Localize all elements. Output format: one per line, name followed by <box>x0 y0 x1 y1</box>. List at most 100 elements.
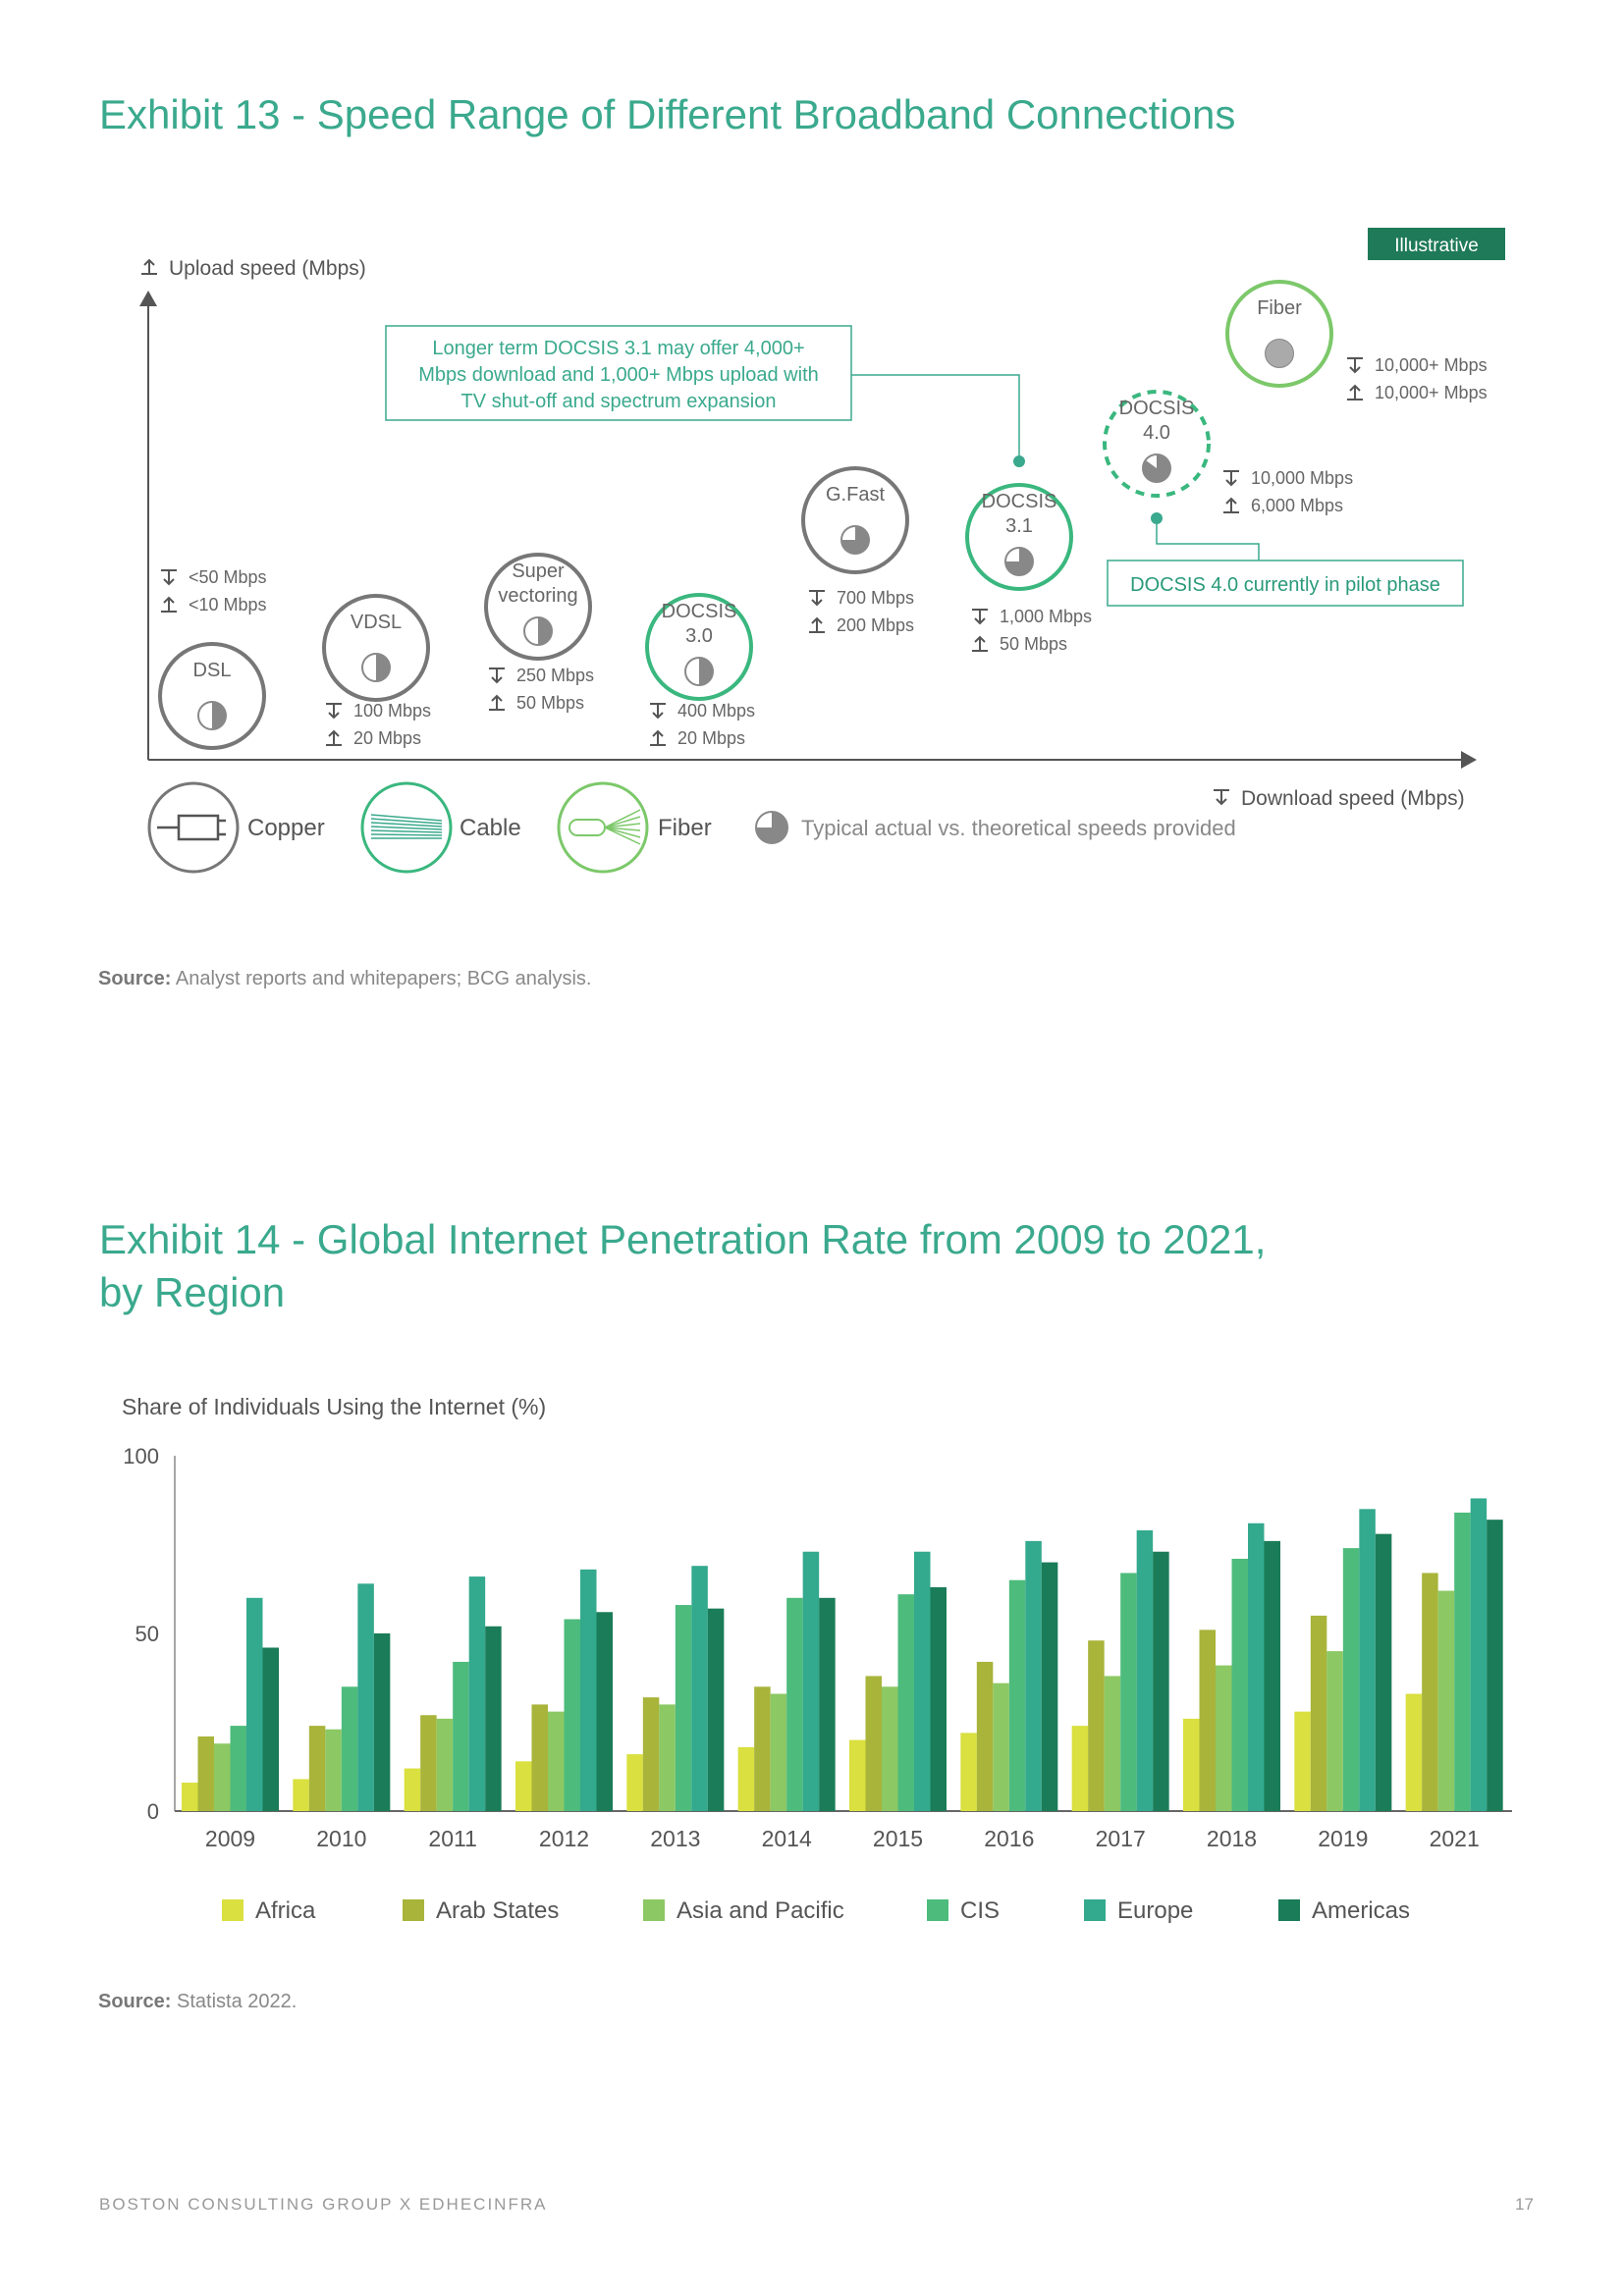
bar-africa-2010 <box>293 1779 309 1811</box>
tech-circle <box>1103 390 1211 498</box>
bar-americas-2010 <box>373 1633 391 1811</box>
x-tick-label: 2009 <box>205 1826 255 1851</box>
upload-icon <box>650 729 666 746</box>
bar-asia-and-pacific-2017 <box>1104 1676 1121 1811</box>
legend-label: Arab States <box>436 1897 559 1924</box>
page-number: 17 <box>1515 2195 1534 2214</box>
bar-asia-and-pacific-2013 <box>659 1704 676 1811</box>
fiber-legend-label: Fiber <box>658 815 712 841</box>
y-tick-label: 50 <box>135 1622 159 1646</box>
tech-name: DOCSIS <box>1119 398 1195 419</box>
upload-speed: 20 Mbps <box>677 728 745 748</box>
download-icon <box>326 703 342 720</box>
exhibit-14-title: Exhibit 14 - Global Internet Penetration… <box>99 1213 1474 1319</box>
footer-brand: BOSTON CONSULTING GROUP X EDHECINFRA <box>99 2195 548 2214</box>
download-speed: 400 Mbps <box>677 701 755 721</box>
bar-asia-and-pacific-2010 <box>325 1729 342 1811</box>
upload-speed: 200 Mbps <box>837 615 914 635</box>
x-tick-label: 2013 <box>650 1826 700 1851</box>
bar-arab-states-2018 <box>1199 1629 1216 1811</box>
tech-circle <box>1225 280 1333 388</box>
upload-icon <box>1347 384 1363 400</box>
tech-name: DSL <box>193 660 232 681</box>
bar-americas-2018 <box>1264 1540 1280 1811</box>
bar-cis-2019 <box>1342 1548 1360 1811</box>
speed-icon-fill <box>538 617 552 645</box>
download-speed: 700 Mbps <box>837 588 914 608</box>
download-icon <box>650 703 666 720</box>
docsis31-callout-dot <box>1013 455 1025 467</box>
upload-icon <box>809 616 825 633</box>
download-speed: 1,000 Mbps <box>1000 607 1092 626</box>
tech-name: 3.1 <box>1005 515 1033 537</box>
tech-circle <box>484 553 592 661</box>
bar-americas-2011 <box>485 1626 502 1811</box>
tech-fiber: Fiber 10,000+ Mbps 10,000+ Mbps <box>1225 280 1488 402</box>
bar-asia-and-pacific-2016 <box>993 1682 1009 1811</box>
speed-icon-fill <box>1005 548 1033 575</box>
x-tick-label: 2015 <box>873 1826 923 1851</box>
docsis40-callout-box <box>1107 560 1464 607</box>
legend-swatch <box>403 1899 424 1921</box>
fiber-strand-icon <box>604 816 641 828</box>
bar-asia-and-pacific-2019 <box>1326 1651 1343 1811</box>
upload-speed: 50 Mbps <box>516 693 584 713</box>
exhibit-14-source: Source: Statista 2022. <box>98 1991 297 2013</box>
bar-africa-2013 <box>626 1754 643 1811</box>
docsis31-callout-box <box>385 325 852 421</box>
source-label: Source: <box>98 968 172 989</box>
cable-strand-icon <box>370 833 443 836</box>
tech-circle <box>158 642 266 750</box>
y-axis-arrowhead <box>139 291 157 306</box>
speeds-note-pie-icon <box>756 812 787 843</box>
bar-africa-2017 <box>1071 1726 1089 1811</box>
tech-name: vectoring <box>498 585 577 607</box>
tech-name: DOCSIS <box>662 601 737 622</box>
docsis31-callout-line: Mbps download and 1,000+ Mbps upload wit… <box>418 364 819 386</box>
speed-icon-fill <box>376 654 390 681</box>
bar-cis-2010 <box>341 1686 358 1811</box>
tech-circle <box>965 483 1073 591</box>
speed-icon-fill <box>1266 340 1293 367</box>
bar-arab-states-2013 <box>642 1697 660 1811</box>
bar-americas-2019 <box>1375 1533 1392 1811</box>
bar-arab-states-2021 <box>1422 1573 1438 1811</box>
bar-americas-2016 <box>1041 1562 1058 1811</box>
bar-africa-2011 <box>404 1768 421 1811</box>
speed-icon-fill <box>212 702 226 729</box>
y-axis-title: Share of Individuals Using the Internet … <box>122 1394 546 1419</box>
tech-name: 4.0 <box>1143 422 1170 444</box>
cable-strand-icon <box>370 829 443 833</box>
download-speed: 250 Mbps <box>516 666 594 685</box>
bar-africa-2015 <box>849 1739 866 1811</box>
x-axis-arrowhead <box>1461 751 1477 769</box>
upload-speed: 10,000+ Mbps <box>1375 383 1488 402</box>
bar-africa-2019 <box>1294 1711 1311 1811</box>
bar-americas-2021 <box>1487 1520 1503 1811</box>
bar-americas-2015 <box>930 1586 947 1811</box>
docsis40-callout-dot <box>1151 512 1163 524</box>
bar-europe-2010 <box>357 1583 374 1811</box>
exhibit-13-source: Source: Analyst reports and whitepapers;… <box>98 968 591 990</box>
x-tick-label: 2018 <box>1207 1826 1257 1851</box>
tech-circle <box>645 593 753 701</box>
bar-europe-2009 <box>246 1597 263 1811</box>
x-tick-label: 2019 <box>1318 1826 1368 1851</box>
bar-asia-and-pacific-2015 <box>882 1686 898 1811</box>
bar-europe-2021 <box>1470 1498 1488 1811</box>
source-label: Source: <box>98 1991 172 2012</box>
upload-speed: <10 Mbps <box>189 595 267 614</box>
bar-africa-2021 <box>1405 1693 1423 1811</box>
legend-swatch <box>1084 1899 1106 1921</box>
upload-icon <box>1223 497 1239 513</box>
bar-asia-and-pacific-2021 <box>1437 1590 1455 1811</box>
x-tick-label: 2021 <box>1430 1826 1480 1851</box>
bar-europe-2013 <box>691 1566 708 1811</box>
fiber-strand-icon <box>604 827 641 831</box>
tech-circle <box>801 466 909 574</box>
bar-africa-2009 <box>182 1783 198 1811</box>
bar-cis-2017 <box>1120 1573 1137 1811</box>
tech-vdsl: VDSL 100 Mbps 20 Mbps <box>322 594 431 748</box>
bar-africa-2012 <box>515 1761 532 1811</box>
bar-arab-states-2011 <box>420 1715 437 1811</box>
